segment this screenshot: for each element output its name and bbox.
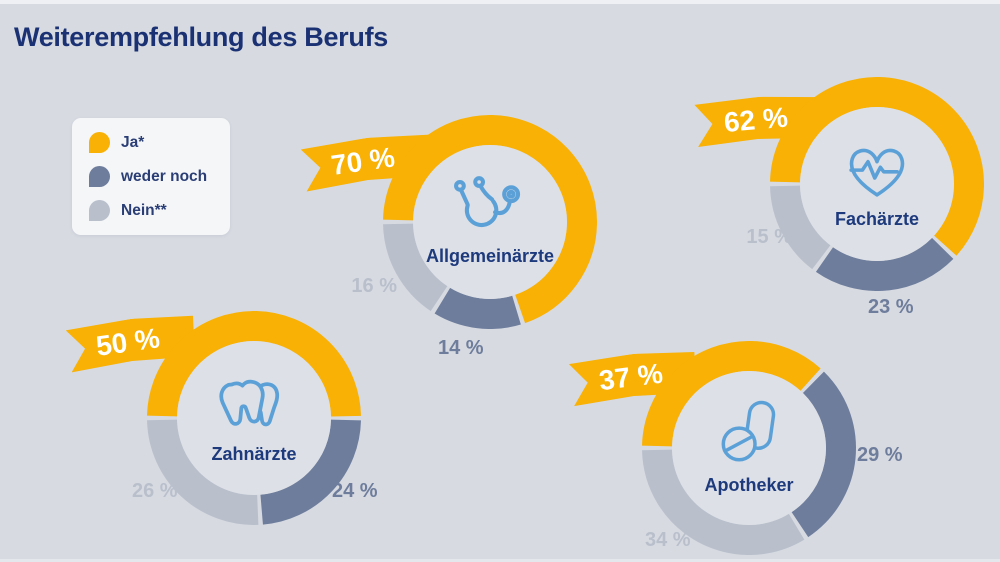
donut-chart-fachaerzte: 62 % Fachärzte 15 % 23 % xyxy=(770,77,984,318)
donut-chart-apotheker: 37 % Apotheker 34 % 29 % xyxy=(642,341,903,555)
donut-label: Apotheker xyxy=(704,475,794,495)
legend-label-weder-noch: weder noch xyxy=(121,167,208,185)
donut-label: Allgemeinärzte xyxy=(425,246,555,266)
legend-item-weder-noch: weder noch xyxy=(89,166,230,187)
legend-swatch-nein-icon xyxy=(89,200,110,221)
percent-label-weder-noch: 24 % xyxy=(332,480,378,502)
percent-label-nein: 26 % xyxy=(132,480,178,502)
percent-label-weder-noch: 23 % xyxy=(868,296,914,318)
donut-center: Allgemeinärzte xyxy=(413,145,567,299)
percent-label-weder-noch: 29 % xyxy=(857,444,903,466)
stethoscope-icon xyxy=(449,175,531,239)
percent-label-nein: 34 % xyxy=(645,529,691,551)
page-title: Weiterempfehlung des Berufs xyxy=(14,22,388,52)
percent-label-weder-noch: 14 % xyxy=(438,337,484,359)
legend-label-nein: Nein** xyxy=(121,201,167,219)
heart-pulse-icon xyxy=(841,136,913,202)
percent-label-nein: 15 % xyxy=(746,226,792,248)
top-edge-strip xyxy=(0,0,1000,4)
donut-chart-zahnaerzte: 50 % Zahnärzte 26 % 24 % xyxy=(147,311,378,525)
donut-center: Zahnärzte xyxy=(177,341,331,495)
donut-chart-allgemeinaerzte: 70 % Allgemeinärzte 16 % 14 % xyxy=(383,115,597,359)
percent-label-nein: 16 % xyxy=(351,275,397,297)
donut-center: Fachärzte xyxy=(800,107,954,261)
bottom-edge-strip xyxy=(0,559,1000,562)
legend-label-ja: Ja* xyxy=(121,133,145,151)
legend: Ja* weder noch Nein** xyxy=(72,118,230,235)
donut-label: Fachärzte xyxy=(834,209,920,229)
legend-item-nein: Nein** xyxy=(89,200,230,221)
legend-item-ja: Ja* xyxy=(89,132,230,153)
legend-swatch-ja-icon xyxy=(89,132,110,153)
donut-center: Apotheker xyxy=(672,371,826,525)
donut-label: Zahnärzte xyxy=(211,444,297,464)
pills-icon xyxy=(716,398,782,468)
tooth-icon xyxy=(215,369,293,437)
legend-swatch-weder-noch-icon xyxy=(89,166,110,187)
